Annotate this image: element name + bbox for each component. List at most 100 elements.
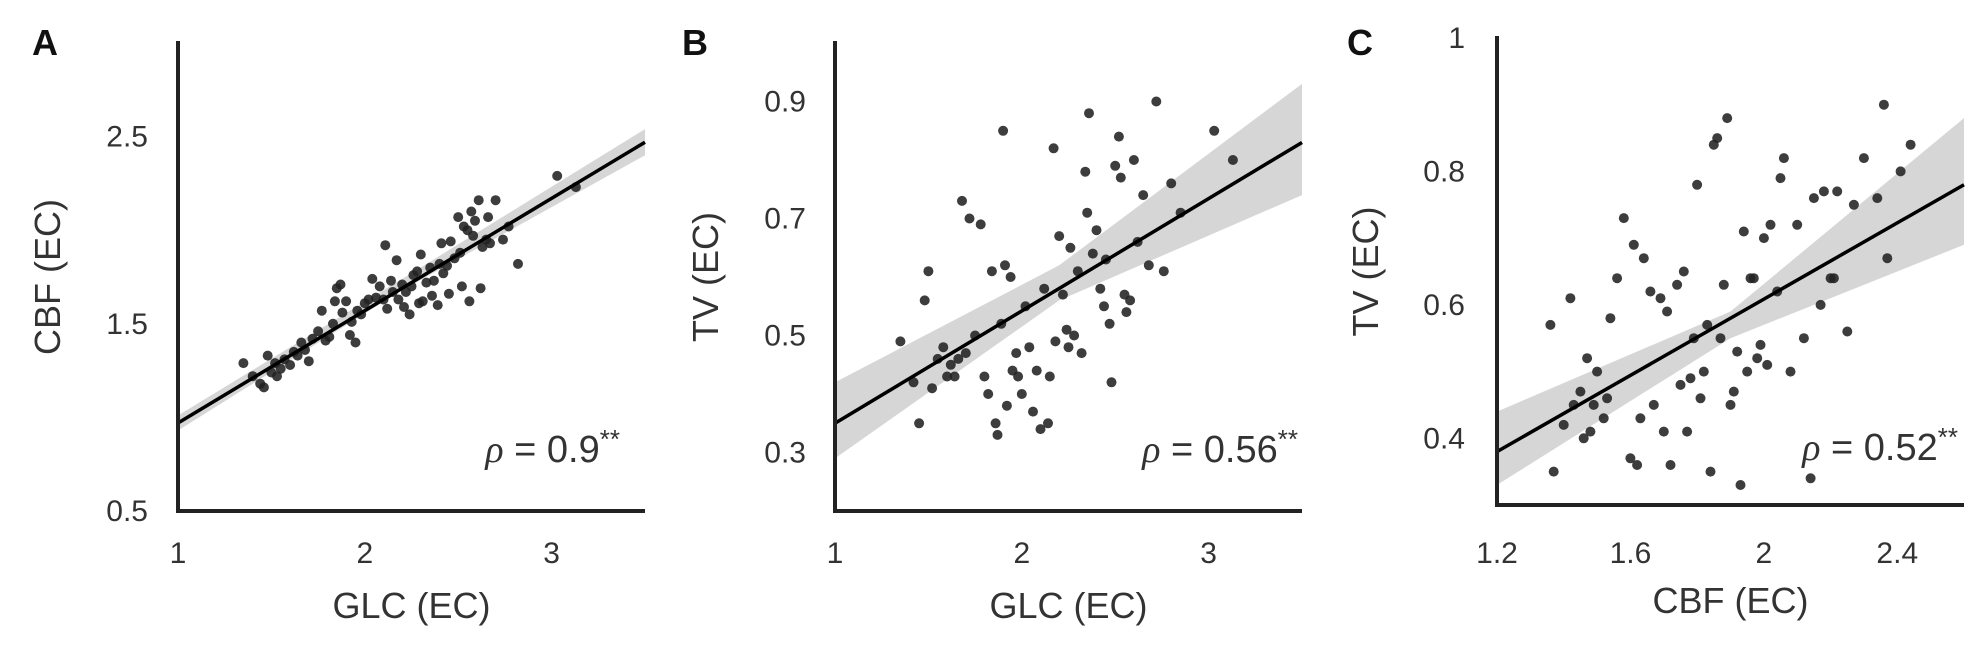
data-point: [975, 219, 986, 230]
x-tick-label: 1.2: [1476, 537, 1518, 570]
data-point: [483, 212, 494, 223]
data-point: [436, 238, 447, 249]
y-axis-label: TV (EC): [1345, 207, 1386, 337]
data-point: [552, 170, 563, 181]
data-point: [391, 255, 402, 266]
data-point: [1050, 336, 1061, 347]
data-point: [371, 292, 381, 303]
data-point: [1095, 283, 1106, 294]
y-tick-label: 0.9: [764, 86, 806, 119]
data-point: [1057, 289, 1068, 300]
data-point: [1665, 460, 1676, 470]
data-point: [303, 356, 314, 367]
data-point: [1602, 393, 1613, 404]
x-tick-label: 1.6: [1610, 537, 1652, 570]
correlation-value: = 0.9: [504, 429, 600, 471]
data-point: [473, 195, 484, 206]
data-point: [272, 371, 282, 382]
data-point: [1565, 293, 1576, 304]
significance-stars: **: [1278, 424, 1298, 454]
data-point: [1061, 324, 1072, 335]
data-point: [990, 418, 1001, 429]
data-point: [1692, 179, 1703, 190]
x-tick-label: 2: [1013, 537, 1030, 570]
y-tick-label: 0.4: [1423, 422, 1465, 455]
correlation-annotation: ρ = 0.56**: [1141, 424, 1298, 471]
data-point: [1705, 466, 1716, 477]
data-point: [1805, 473, 1816, 484]
data-point: [1758, 233, 1769, 244]
x-axis-label: GLC (EC): [989, 585, 1147, 626]
data-point: [1031, 365, 1042, 376]
data-point: [296, 337, 307, 348]
data-point: [1828, 273, 1839, 284]
y-axis-label: TV (EC): [685, 212, 726, 342]
data-point: [399, 302, 409, 312]
x-tick-label: 3: [543, 537, 560, 570]
correlation-annotation: ρ = 0.9**: [484, 424, 620, 471]
panel-letter: A: [32, 22, 58, 63]
data-point: [1578, 433, 1589, 444]
data-point: [1099, 301, 1109, 312]
confidence-band: [178, 129, 645, 431]
data-point: [438, 268, 449, 279]
confidence-band: [1497, 118, 1964, 485]
data-point: [363, 294, 374, 305]
data-point: [1558, 419, 1569, 430]
data-point: [1128, 155, 1139, 165]
data-point: [1635, 413, 1646, 424]
data-point: [316, 305, 327, 316]
data-point: [1011, 348, 1022, 359]
data-point: [1069, 330, 1080, 341]
data-point: [1087, 248, 1098, 259]
data-point: [1013, 371, 1024, 382]
data-point: [1588, 399, 1599, 410]
x-tick-label: 2: [356, 537, 373, 570]
y-tick-label: 0.5: [106, 495, 148, 528]
data-point: [466, 206, 477, 217]
data-point: [919, 295, 930, 306]
data-point: [1166, 178, 1177, 189]
data-point: [960, 348, 971, 359]
data-point: [1682, 426, 1693, 437]
data-point: [1605, 313, 1616, 324]
data-point: [1702, 319, 1713, 330]
data-point: [477, 242, 488, 252]
data-point: [1545, 319, 1556, 330]
data-point: [404, 309, 415, 320]
data-point: [1618, 213, 1629, 224]
data-point: [464, 296, 475, 307]
data-point: [1138, 190, 1149, 201]
regression-line: [1496, 183, 1965, 454]
x-axis-label: GLC (EC): [332, 585, 490, 626]
data-point: [1738, 226, 1749, 237]
data-point: [1645, 286, 1656, 297]
significance-stars: **: [1938, 422, 1958, 452]
panel-c: 1.2 1.6 2 2.4 0.4 0.6 0.8 1 CBF (EC) TV (EC) Cρ = …: [1345, 22, 1965, 621]
data-point: [285, 360, 296, 370]
data-point: [1728, 386, 1739, 397]
y-tick-label: 0.3: [764, 437, 806, 470]
x-tick-label: 2: [1756, 537, 1773, 570]
data-point: [456, 281, 467, 292]
x-tick-label: 1: [827, 537, 844, 570]
data-point: [380, 240, 391, 251]
data-point: [895, 336, 906, 347]
x-tick-label: 3: [1200, 537, 1217, 570]
data-point: [979, 371, 990, 382]
data-point: [1043, 418, 1053, 429]
panel-a: 1 2 3 0.5 1.5 2.5 GLC (EC) CBF (EC) Aρ = 0.9**: [27, 22, 646, 626]
data-point: [382, 303, 393, 314]
data-point: [1842, 326, 1853, 337]
data-point: [1762, 359, 1773, 370]
data-point: [953, 353, 964, 364]
data-point: [1115, 172, 1126, 183]
data-point: [1718, 279, 1729, 290]
data-point: [1065, 242, 1076, 253]
rho-symbol: ρ: [484, 429, 503, 471]
x-tick-label: 2.4: [1876, 537, 1918, 570]
data-point: [1658, 426, 1669, 437]
y-axis-label: CBF (EC): [27, 199, 68, 355]
